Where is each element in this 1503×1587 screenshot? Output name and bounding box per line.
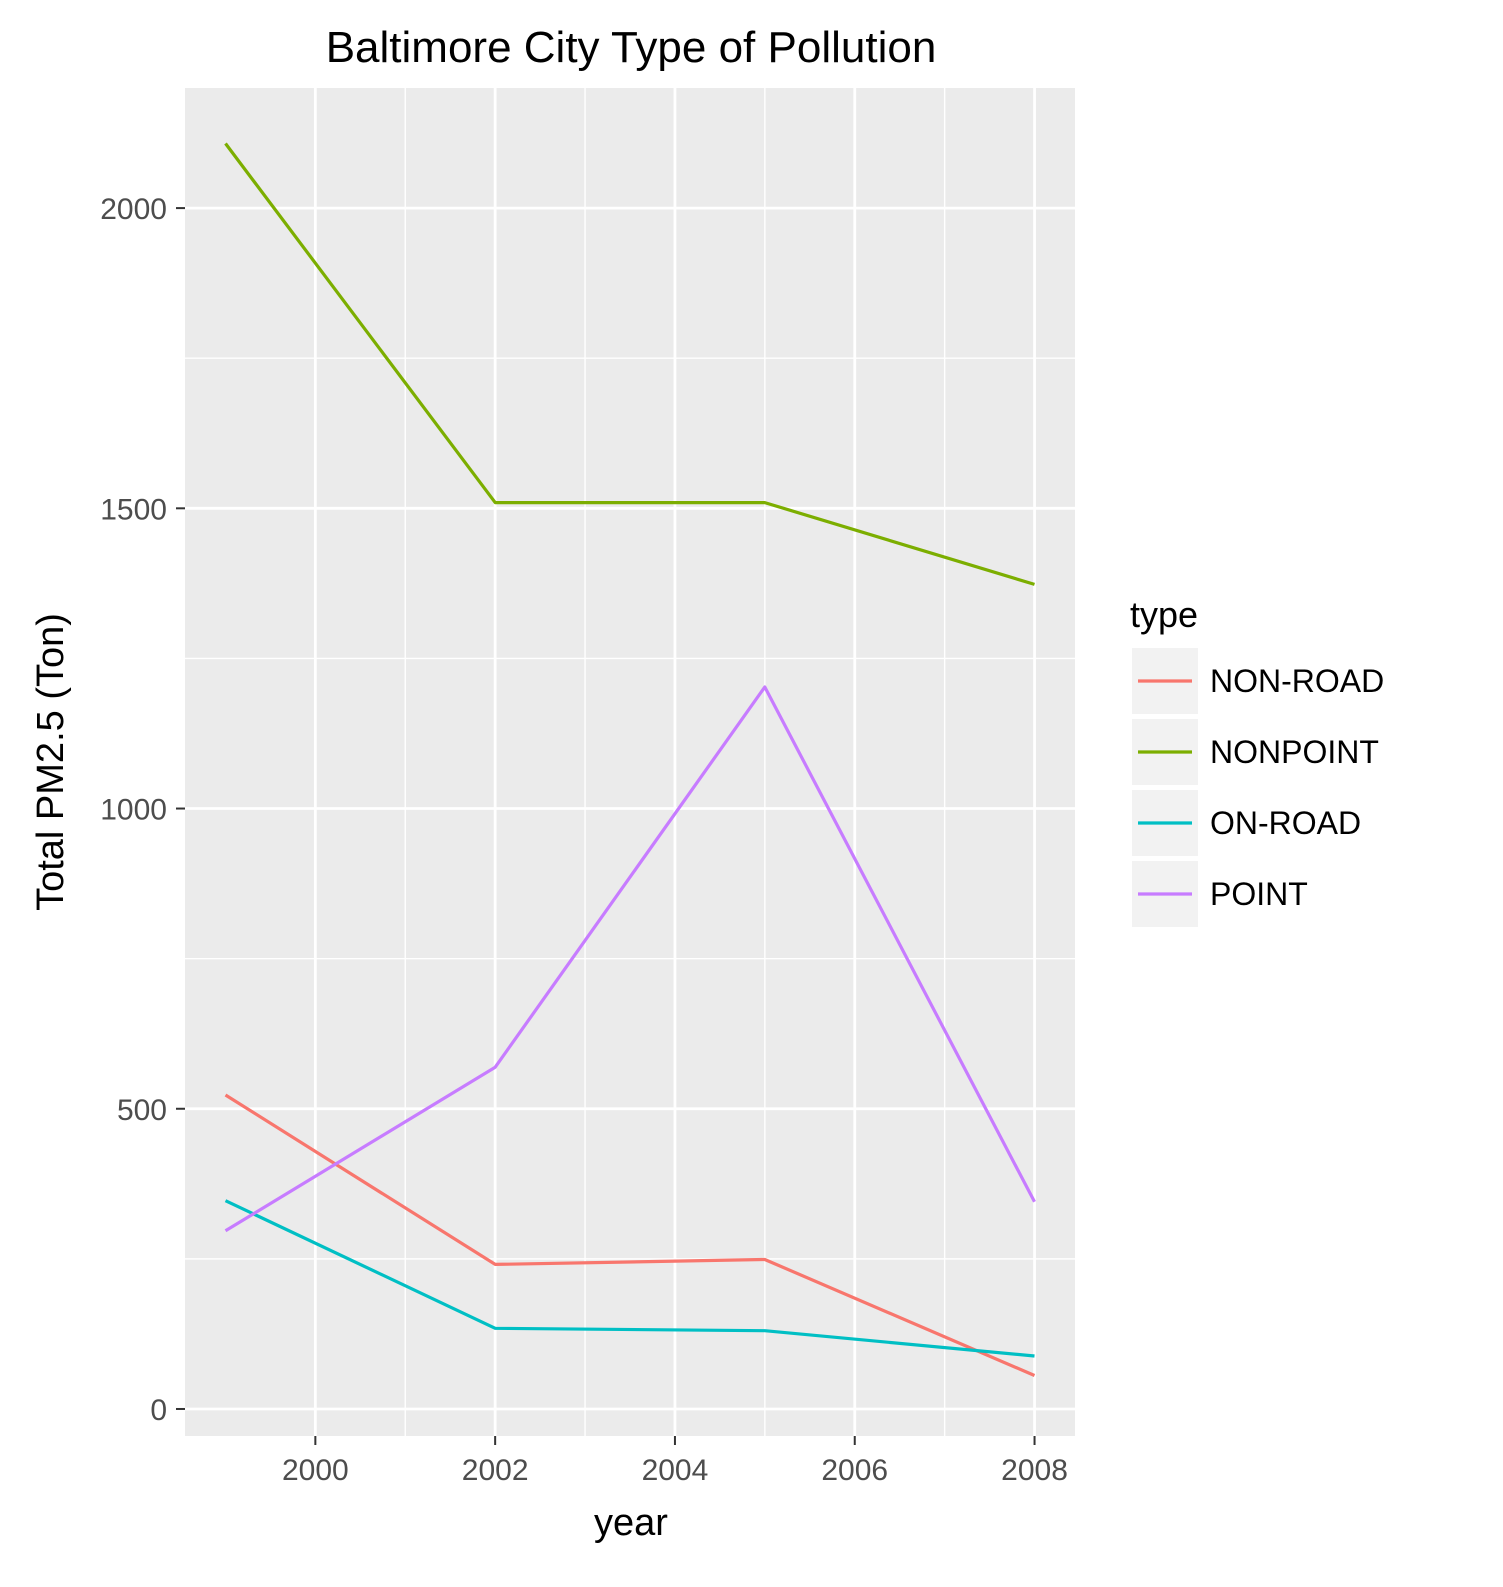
legend: type NON-ROAD NONPOINT ON-ROAD POINT	[1130, 594, 1384, 927]
x-axis-ticks: 2000 2002 2004 2006 2008	[282, 1436, 1068, 1487]
x-tick-label: 2006	[821, 1454, 888, 1487]
legend-label: ON-ROAD	[1210, 805, 1361, 841]
x-tick-label: 2000	[282, 1454, 349, 1487]
series-lines	[224, 142, 1036, 1377]
legend-items: NON-ROAD NONPOINT ON-ROAD POINT	[1132, 648, 1384, 927]
legend-label: NONPOINT	[1210, 734, 1379, 770]
series-line-on-road	[224, 1199, 1035, 1358]
legend-title: type	[1130, 594, 1198, 635]
y-tick-label: 1500	[100, 493, 167, 526]
chart-title: Baltimore City Type of Pollution	[326, 23, 937, 72]
major-gridlines	[185, 88, 1075, 1436]
series-line-non-road	[224, 1093, 1036, 1377]
y-tick-label: 2000	[100, 193, 167, 226]
series-line-point	[224, 685, 1036, 1233]
series-line-nonpoint	[224, 142, 1035, 586]
legend-label: NON-ROAD	[1210, 663, 1384, 699]
x-axis-title: year	[594, 1502, 668, 1544]
x-tick-label: 2002	[462, 1454, 529, 1487]
x-tick-label: 2008	[1001, 1454, 1068, 1487]
legend-label: POINT	[1210, 876, 1308, 912]
x-tick-label: 2004	[642, 1454, 709, 1487]
y-tick-label: 0	[150, 1394, 167, 1427]
y-tick-label: 1000	[100, 794, 167, 827]
y-axis-title: Total PM2.5 (Ton)	[30, 613, 72, 911]
plot-panel	[185, 88, 1075, 1436]
y-tick-label: 500	[117, 1094, 167, 1127]
y-axis-ticks: 0 500 1000 1500 2000	[100, 193, 185, 1427]
minor-gridlines	[185, 88, 1075, 1436]
